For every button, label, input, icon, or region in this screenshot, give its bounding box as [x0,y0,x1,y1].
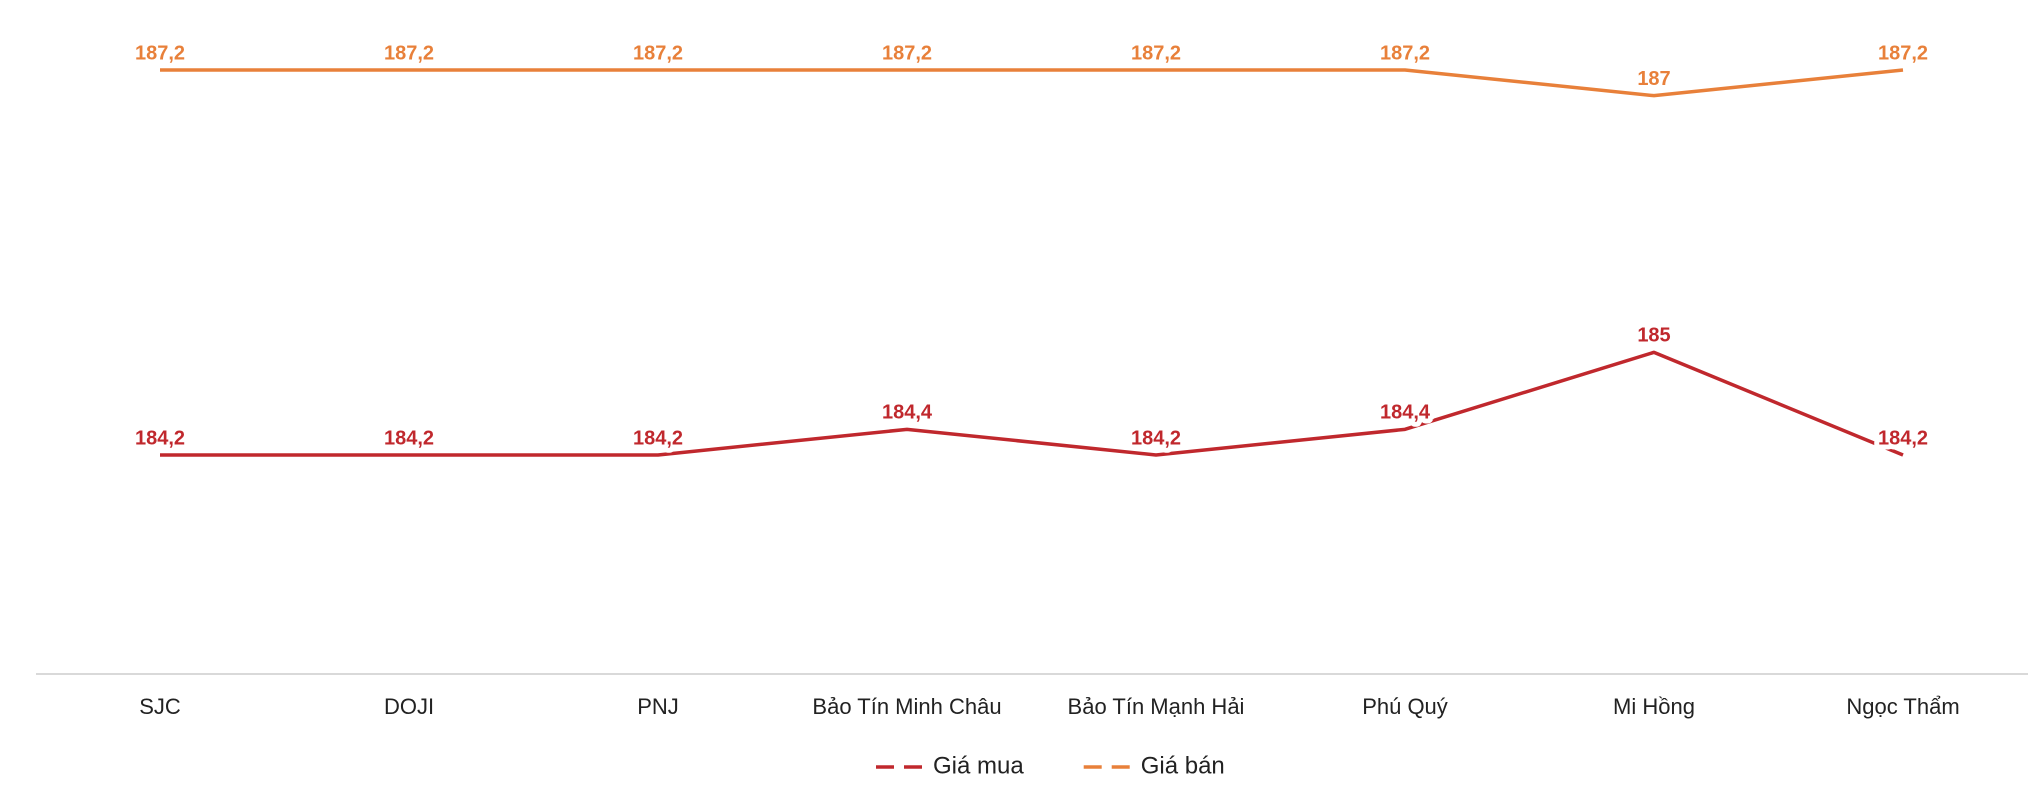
x-tick-label: Bảo Tín Mạnh Hải [1068,694,1245,719]
series-line [160,68,1904,98]
value-label: 184,2 [633,427,683,449]
x-tick-label: Bảo Tín Minh Châu [812,694,1001,719]
series-line [160,350,1904,457]
value-label: 187,2 [882,42,932,64]
x-tick-label: PNJ [637,694,679,719]
value-label: 187 [1637,68,1670,90]
x-tick-label: Mi Hồng [1613,694,1695,719]
value-label: 184,4 [1380,402,1431,424]
value-label: 184,2 [1878,427,1928,449]
legend-label: Giá mua [933,752,1024,779]
value-label: 187,2 [1131,42,1181,64]
value-label: 185 [1637,325,1670,347]
value-label: 184,2 [1131,427,1181,449]
value-label: 187,2 [633,42,683,64]
value-label: 184,4 [882,402,933,424]
value-label: 187,2 [135,42,185,64]
value-label: 184,2 [135,427,185,449]
value-label: 187,2 [1878,42,1928,64]
x-tick-label: SJC [139,694,181,719]
value-label: 187,2 [1380,42,1430,64]
x-tick-label: Ngọc Thẩm [1846,694,1959,719]
legend-label: Giá bán [1141,752,1225,779]
value-label: 184,2 [384,427,434,449]
x-tick-label: DOJI [384,694,434,719]
x-tick-label: Phú Quý [1362,694,1448,719]
value-label: 187,2 [384,42,434,64]
